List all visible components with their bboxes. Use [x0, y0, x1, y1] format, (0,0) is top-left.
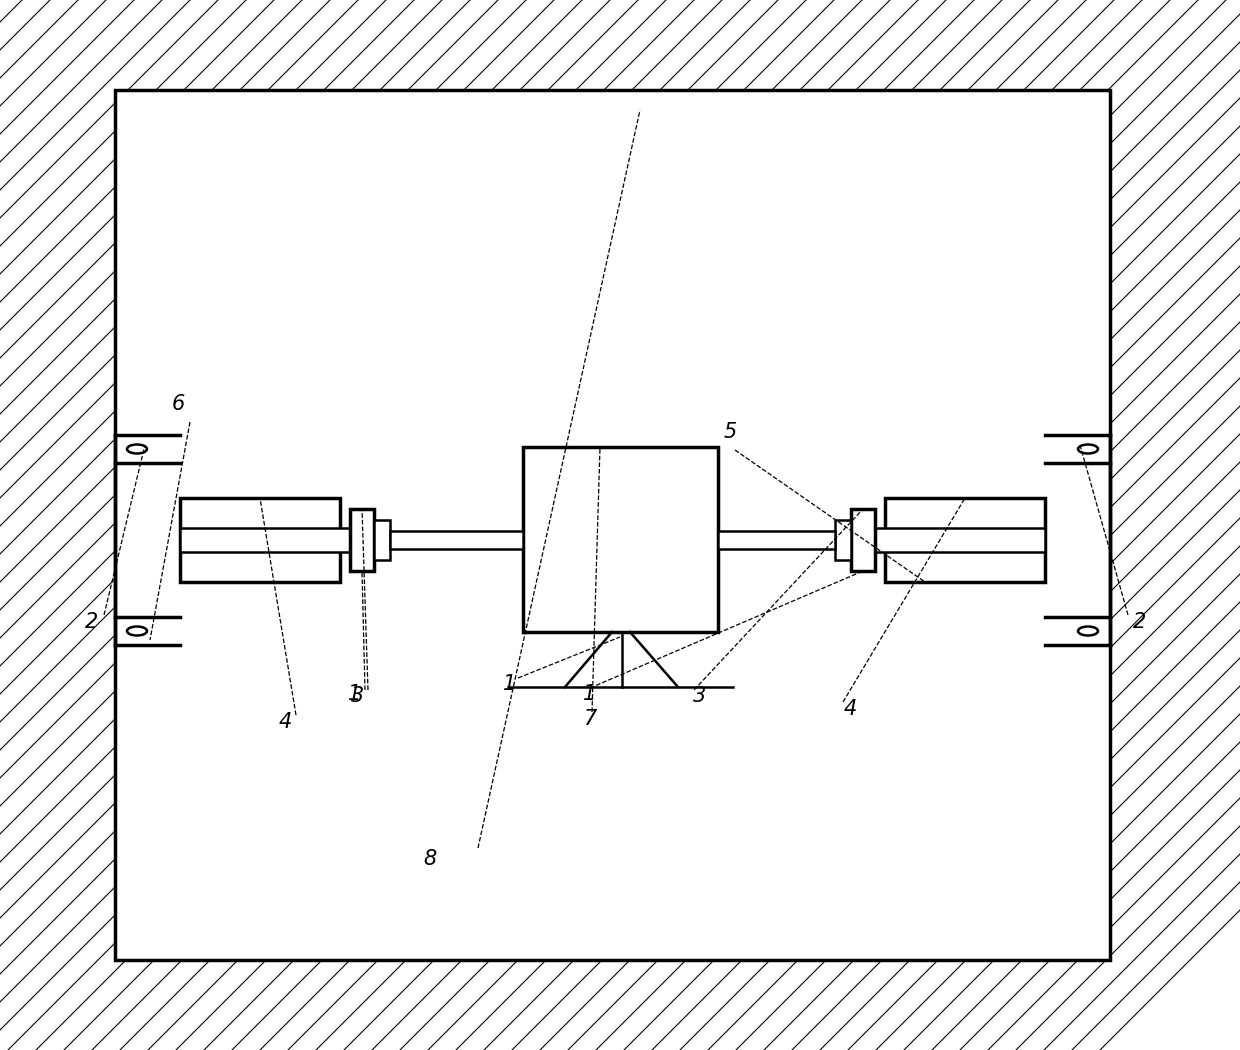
Text: 1: 1 [503, 674, 517, 694]
Bar [180, 528, 384, 552]
Text: 1: 1 [348, 684, 362, 704]
Text: 4: 4 [278, 712, 291, 732]
Bar [718, 531, 835, 549]
Ellipse shape [1078, 627, 1097, 635]
Text: 6: 6 [171, 394, 185, 414]
Bar [835, 520, 851, 560]
Text: 8: 8 [423, 849, 436, 869]
Bar [839, 528, 1045, 552]
Bar [391, 531, 523, 549]
Ellipse shape [1078, 444, 1097, 454]
Bar [851, 509, 875, 571]
Bar [180, 498, 340, 582]
Text: 3: 3 [351, 686, 365, 706]
Bar [374, 520, 391, 560]
Ellipse shape [126, 627, 148, 635]
Text: 3: 3 [693, 686, 707, 706]
Ellipse shape [126, 444, 148, 454]
Text: 4: 4 [843, 699, 857, 719]
Text: 7: 7 [583, 709, 596, 729]
Bar [350, 509, 374, 571]
Text: 5: 5 [723, 422, 737, 442]
Text: 1: 1 [583, 684, 596, 704]
Text: 2: 2 [1133, 612, 1147, 632]
Bar [885, 498, 1045, 582]
Bar [115, 90, 1110, 960]
Bar [523, 447, 718, 632]
Text: 2: 2 [86, 612, 99, 632]
